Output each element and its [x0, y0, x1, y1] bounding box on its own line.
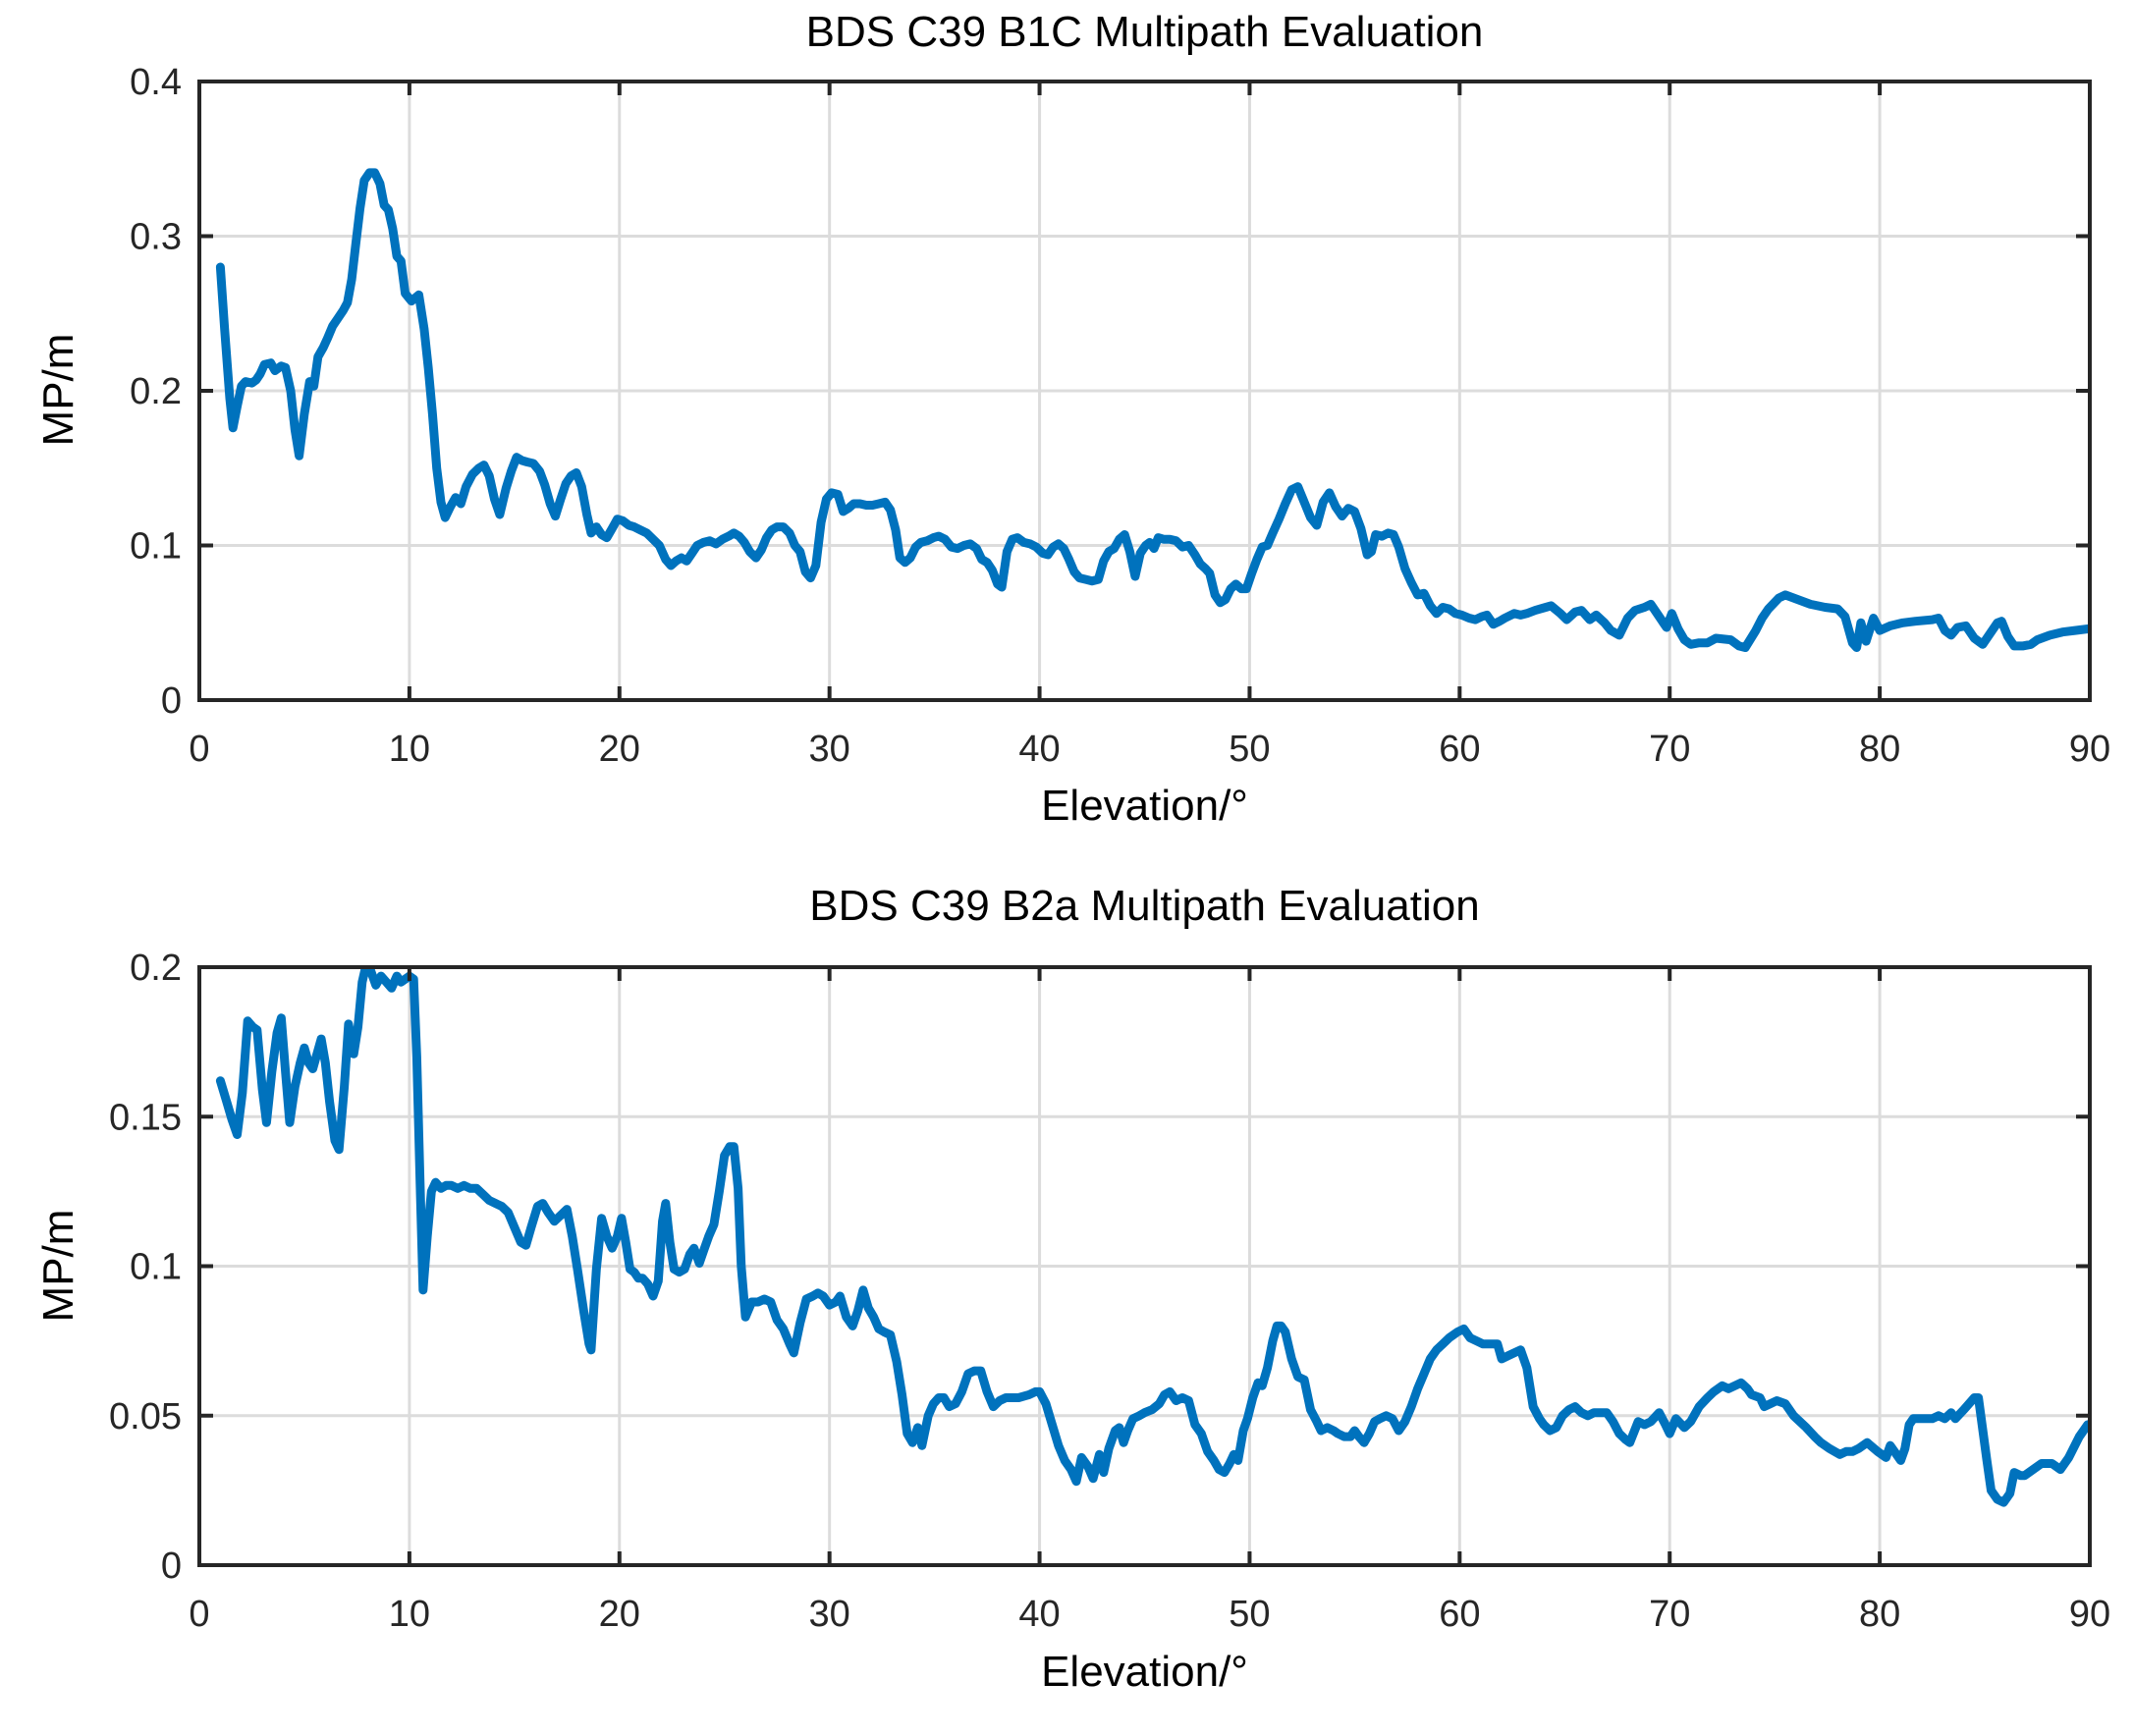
- chart2-ylabel: MP/m: [34, 1209, 82, 1322]
- x-tick-label: 90: [2069, 729, 2110, 770]
- x-tick-label: 20: [599, 729, 640, 770]
- x-tick-label: 30: [809, 729, 850, 770]
- chart2-title: BDS C39 B2a Multipath Evaluation: [809, 882, 1480, 930]
- x-tick-label: 0: [189, 1594, 209, 1635]
- x-tick-label: 20: [599, 1594, 640, 1635]
- chart1-title: BDS C39 B1C Multipath Evaluation: [805, 8, 1484, 56]
- x-tick-label: 70: [1649, 729, 1690, 770]
- chart2-xlabel: Elevation/°: [1041, 1648, 1248, 1696]
- x-tick-label: 10: [389, 1594, 430, 1635]
- y-tick-label: 0: [161, 1546, 182, 1587]
- x-tick-label: 70: [1649, 1594, 1690, 1635]
- x-tick-label: 50: [1229, 1594, 1270, 1635]
- x-tick-label: 60: [1439, 1594, 1480, 1635]
- y-tick-label: 0.15: [109, 1097, 182, 1138]
- y-tick-label: 0.2: [130, 371, 182, 412]
- x-tick-label: 80: [1859, 1594, 1900, 1635]
- y-tick-label: 0.4: [130, 62, 182, 103]
- y-tick-label: 0.3: [130, 217, 182, 258]
- chart1-xlabel: Elevation/°: [1041, 782, 1248, 830]
- series-line-b1c: [215, 168, 2090, 652]
- x-tick-label: 10: [389, 729, 430, 770]
- x-tick-label: 30: [809, 1594, 850, 1635]
- series-line-b2a: [215, 965, 2090, 1507]
- y-tick-label: 0.1: [130, 1247, 182, 1288]
- y-tick-label: 0.2: [130, 948, 182, 989]
- x-tick-label: 40: [1018, 729, 1060, 770]
- y-tick-label: 0.1: [130, 526, 182, 568]
- x-tick-label: 0: [189, 729, 209, 770]
- x-tick-label: 60: [1439, 729, 1480, 770]
- y-tick-label: 0.05: [109, 1396, 182, 1438]
- y-tick-label: 0: [161, 680, 182, 722]
- x-tick-label: 50: [1229, 729, 1270, 770]
- x-tick-label: 80: [1859, 729, 1900, 770]
- chart1-ylabel: MP/m: [34, 333, 82, 447]
- x-tick-label: 90: [2069, 1594, 2110, 1635]
- x-tick-label: 40: [1018, 1594, 1060, 1635]
